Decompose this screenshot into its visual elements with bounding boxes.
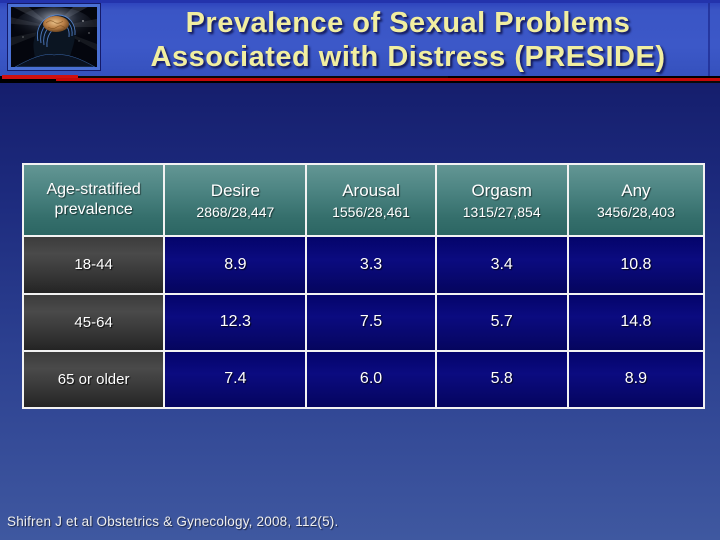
brain-head-logo-art [11,7,97,67]
header-any: Any 3456/28,403 [566,162,706,238]
age-group-cell: 45-64 [21,292,166,352]
header-fraction: 3456/28,403 [596,203,675,220]
value-cell: 6.0 [305,349,437,410]
header-label: Orgasm [471,180,532,200]
age-group-cell: 65 or older [21,349,166,410]
citation-text: Shifren J et al Obstetrics & Gynecology,… [7,514,339,529]
header-desire: Desire 2868/28,447 [163,162,308,238]
value-cell: 3.4 [434,235,569,295]
table-row-65-or-older: 65 or older 7.4 6.0 5.8 8.9 [21,349,706,410]
header-fraction: 1556/28,461 [332,203,410,220]
age-group-cell: 18-44 [21,235,166,295]
table-header-row: Age-stratified prevalence Desire 2868/28… [21,162,706,238]
value-cell: 10.8 [566,235,706,295]
value-cell: 8.9 [566,349,706,410]
header-fraction: 2868/28,447 [196,203,275,220]
slide-title: Prevalence of Sexual Problems Associated… [104,6,712,74]
value-cell: 5.7 [434,292,569,352]
separator-red-line [56,78,720,81]
value-cell: 14.8 [566,292,706,352]
header-arousal: Arousal 1556/28,461 [305,162,437,238]
table-row-45-64: 45-64 12.3 7.5 5.7 14.8 [21,292,706,352]
header-age-stratified: Age-stratified prevalence [21,162,166,238]
header-orgasm: Orgasm 1315/27,854 [434,162,569,238]
value-cell: 8.9 [163,235,308,295]
slide-title-line2: Associated with Distress (PRESIDE) [150,41,666,73]
header-label: Desire [210,180,260,200]
value-cell: 7.4 [163,349,308,410]
separator-black-line-left [24,76,448,78]
value-cell: 5.8 [434,349,569,410]
value-cell: 3.3 [305,235,437,295]
table-row-18-44: 18-44 8.9 3.3 3.4 10.8 [21,235,706,295]
value-cell: 7.5 [305,292,437,352]
header-label: Age-stratified prevalence [46,181,141,219]
preside-data-table: Age-stratified prevalence Desire 2868/28… [21,162,706,410]
header-fraction: 1315/27,854 [462,203,541,220]
title-band: Prevalence of Sexual Problems Associated… [0,0,720,76]
header-label: Any [621,180,651,200]
separator-black-line-right [600,81,720,83]
brain-head-logo-image [7,3,101,71]
slide-title-line1: Prevalence of Sexual Problems [185,7,631,39]
header-label: Arousal [342,180,400,200]
value-cell: 12.3 [163,292,308,352]
separator-red-stub [2,75,78,79]
